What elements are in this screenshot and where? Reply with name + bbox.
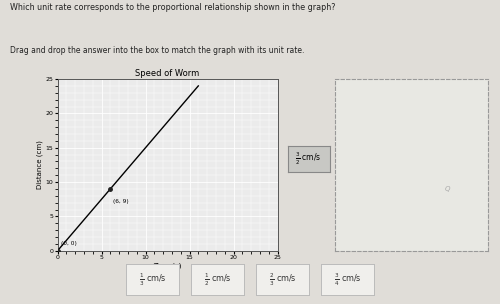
Text: $\frac{1}{3}$ cm/s: $\frac{1}{3}$ cm/s: [138, 271, 166, 288]
Y-axis label: Distance (cm): Distance (cm): [37, 140, 44, 189]
Text: Q: Q: [445, 186, 450, 192]
Text: (0, 0): (0, 0): [61, 241, 77, 246]
X-axis label: Time (s): Time (s): [154, 262, 182, 268]
Text: Drag and drop the answer into the box to match the graph with its unit rate.: Drag and drop the answer into the box to…: [10, 46, 304, 55]
Text: (6, 9): (6, 9): [113, 199, 128, 204]
Title: Speed of Worm: Speed of Worm: [136, 69, 200, 78]
Text: $\frac{1}{2}$ cm/s: $\frac{1}{2}$ cm/s: [204, 271, 232, 288]
Text: $\frac{3}{2}$ cm/s: $\frac{3}{2}$ cm/s: [296, 151, 322, 167]
Text: $\frac{2}{3}$ cm/s: $\frac{2}{3}$ cm/s: [268, 271, 296, 288]
Text: Which unit rate corresponds to the proportional relationship shown in the graph?: Which unit rate corresponds to the propo…: [10, 3, 336, 12]
Text: $\frac{3}{4}$ cm/s: $\frac{3}{4}$ cm/s: [334, 271, 361, 288]
